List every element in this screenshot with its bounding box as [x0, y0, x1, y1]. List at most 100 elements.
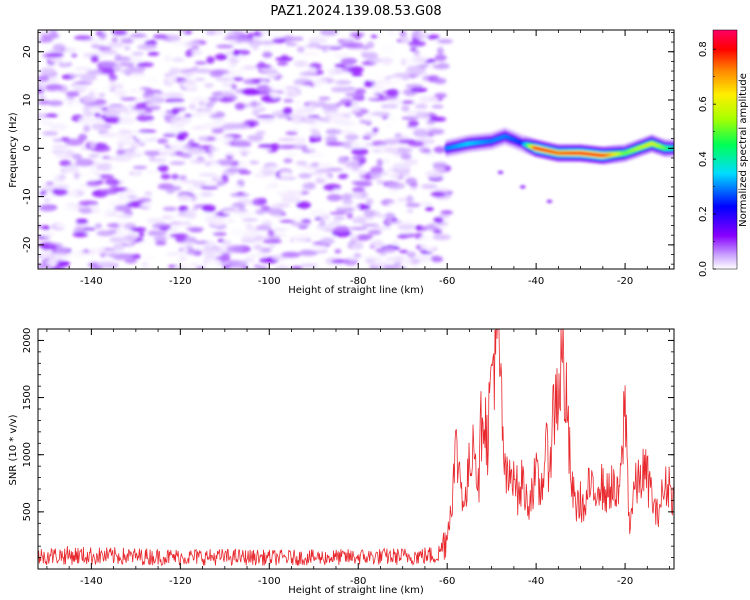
noise-blob [41, 225, 51, 230]
noise-blob [201, 248, 221, 254]
noise-blob [118, 63, 135, 67]
noise-blob [100, 85, 114, 91]
noise-blob [40, 121, 54, 126]
noise-blob [306, 231, 323, 238]
noise-blob [372, 85, 382, 93]
noise-blob [298, 173, 312, 179]
noise-blob [365, 115, 372, 122]
noise-blob [243, 231, 262, 237]
spectrogram-y-tick-label: 0 [22, 145, 33, 151]
noise-blob [279, 219, 296, 223]
noise-blob [386, 182, 406, 190]
noise-blob [392, 240, 400, 246]
noise-blob [205, 101, 215, 108]
noise-blob [204, 215, 215, 223]
noise-blob [376, 158, 384, 167]
noise-blob [413, 49, 420, 57]
noise-blob [170, 116, 179, 123]
noise-blob [249, 160, 260, 165]
noise-blob [350, 141, 366, 149]
noise-blob [103, 116, 122, 124]
noise-blob [96, 163, 114, 171]
noise-blob [308, 244, 327, 252]
noise-blob [86, 180, 101, 187]
noise-blob [147, 51, 160, 56]
noise-blob [236, 191, 245, 195]
noise-blob [230, 122, 250, 130]
noise-blob [319, 219, 326, 227]
noise-blob [39, 159, 51, 167]
noise-blob [400, 152, 412, 160]
noise-blob [118, 116, 137, 125]
noise-blob [145, 170, 159, 175]
noise-blob [175, 234, 186, 243]
noise-blob [363, 209, 375, 218]
noise-blob [157, 164, 169, 173]
noise-blob [343, 38, 355, 43]
noise-blob [86, 227, 96, 231]
noise-blob [278, 144, 296, 150]
noise-blob [57, 260, 70, 267]
noise-blob [307, 151, 326, 158]
noise-blob [343, 258, 358, 266]
noise-blob [351, 155, 366, 161]
noise-blob [38, 75, 50, 82]
snr-y-tick-label: 2000 [22, 328, 33, 353]
noise-blob [224, 151, 240, 156]
noise-blob [211, 128, 224, 134]
noise-blob [222, 210, 236, 215]
noise-blob [118, 222, 126, 228]
noise-blob [362, 52, 379, 60]
noise-blob [220, 85, 228, 92]
noise-blob [129, 227, 147, 233]
noise-blob [171, 222, 190, 228]
noise-blob [332, 204, 351, 208]
noise-blob [334, 249, 342, 254]
noise-blob [372, 226, 392, 231]
noise-blob [140, 202, 157, 208]
noise-blob [72, 84, 90, 90]
spectrogram-y-tick-label: -20 [22, 237, 33, 253]
snr-y-ticks: 500 1000 1500 2000 [22, 328, 674, 570]
noise-blob [333, 52, 350, 58]
noise-blob [290, 234, 309, 243]
noise-blob [309, 134, 322, 143]
noise-blob [319, 237, 335, 245]
colorbar-tick-label: 0.4 [698, 151, 709, 167]
noise-blob [89, 141, 96, 149]
noise-blob [225, 31, 235, 36]
noise-blob [212, 232, 227, 236]
noise-blob [322, 103, 341, 109]
spectrogram-x-ticks: -140 -120 -100 -80 -60 -40 -20 [46, 30, 670, 287]
noise-blob [366, 198, 374, 206]
noise-blob [274, 215, 282, 219]
noise-blob [242, 65, 258, 70]
noise-blob [59, 173, 66, 181]
noise-blob [153, 34, 168, 38]
noise-blob [86, 70, 104, 75]
noise-blob [114, 53, 122, 62]
noise-blob [352, 159, 359, 165]
noise-blob [296, 46, 305, 53]
spectrogram-x-tick-label: -100 [258, 276, 281, 287]
noise-blob [390, 217, 398, 222]
noise-blob [198, 135, 209, 141]
noise-blob [200, 107, 213, 113]
noise-blob [307, 144, 320, 151]
noise-blob [415, 111, 430, 119]
noise-blob [97, 174, 115, 180]
noise-blob [314, 216, 322, 221]
noise-blob [221, 252, 231, 260]
noise-blob [363, 132, 378, 137]
noise-blob [281, 195, 301, 204]
noise-blob [45, 52, 65, 58]
noise-blob [157, 110, 167, 117]
noise-blob [168, 227, 179, 233]
noise-blob [355, 182, 368, 186]
noise-blob [164, 55, 171, 62]
noise-blob [267, 229, 275, 237]
noise-blob [190, 96, 209, 104]
noise-blob [434, 54, 447, 62]
noise-blob [169, 67, 181, 76]
noise-blob [79, 171, 96, 177]
